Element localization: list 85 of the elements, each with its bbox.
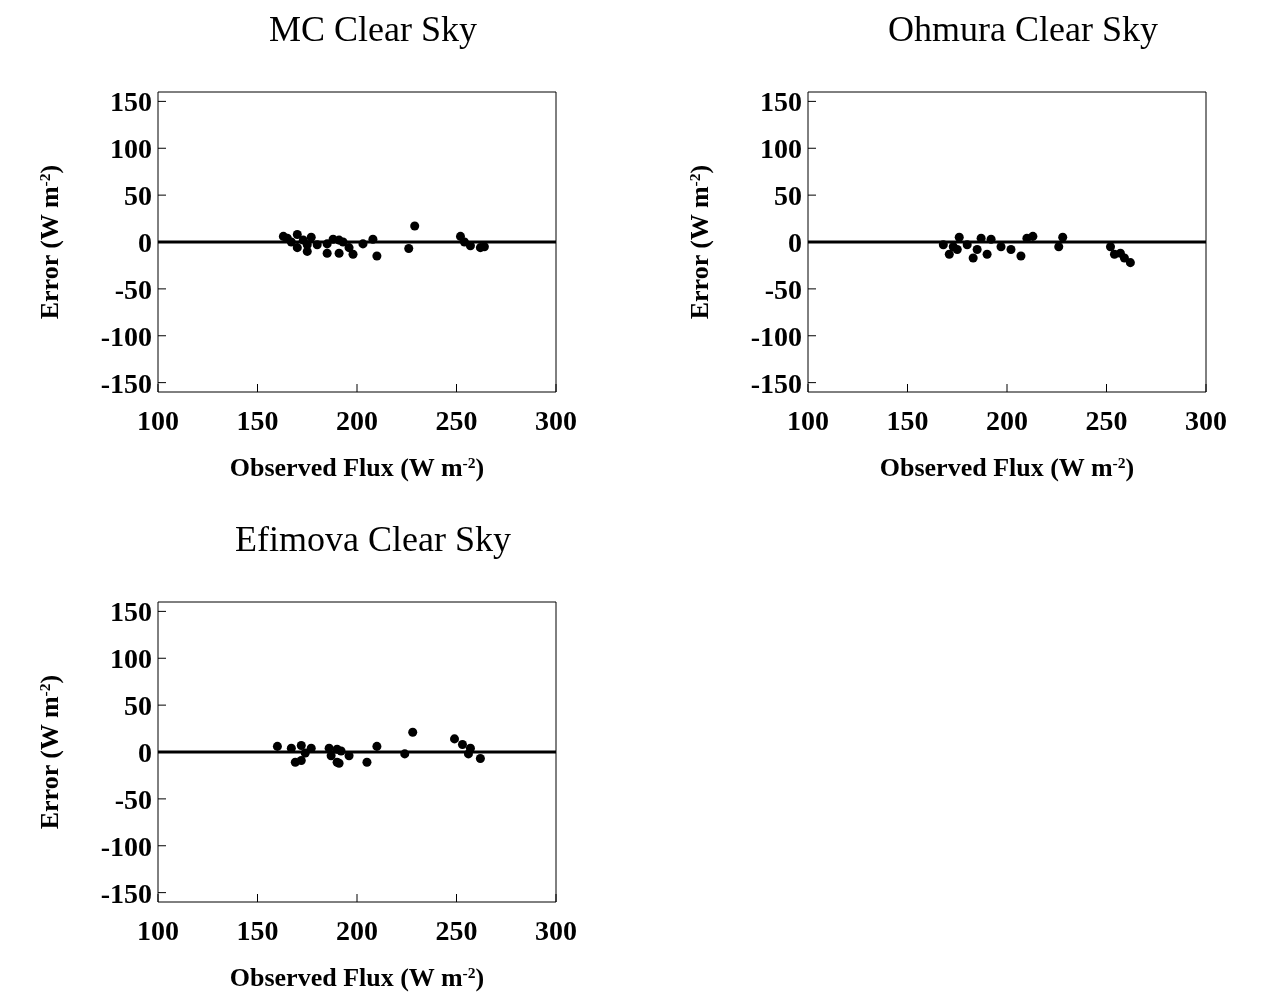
point <box>286 237 296 247</box>
y-tick-label: 0 <box>138 226 152 258</box>
y-tick-label: 100 <box>110 133 152 165</box>
chart-title: Ohmura Clear Sky <box>887 8 1159 51</box>
point <box>968 253 978 263</box>
x-tick-label: 200 <box>986 404 1028 436</box>
point <box>334 248 344 258</box>
point <box>404 244 414 254</box>
point <box>954 232 964 242</box>
x-tick-label: 150 <box>886 404 929 436</box>
point <box>408 727 418 737</box>
point <box>344 243 354 253</box>
x-tick-label: 250 <box>435 404 478 436</box>
point <box>306 232 316 242</box>
y-tick-label: -150 <box>750 367 802 399</box>
x-tick-label: 300 <box>1185 404 1227 436</box>
point <box>372 741 382 751</box>
y-tick-label: -100 <box>100 830 152 862</box>
y-tick-label: -50 <box>764 273 802 305</box>
point <box>348 249 358 259</box>
point <box>982 249 992 259</box>
point <box>290 757 300 767</box>
point <box>450 734 460 744</box>
point <box>336 746 346 756</box>
point <box>944 249 954 259</box>
x-tick-label: 200 <box>336 404 378 436</box>
y-tick-label: 50 <box>124 180 152 212</box>
point <box>272 741 282 751</box>
point <box>312 240 322 250</box>
point <box>292 243 302 253</box>
y-tick-label: -100 <box>100 320 152 352</box>
y-tick-label: 0 <box>138 736 152 768</box>
y-tick-label: 50 <box>774 180 802 212</box>
point <box>338 237 348 247</box>
x-axis-title: Observed Flux (W m$^{-2}$) <box>229 963 485 992</box>
x-tick-label: 250 <box>435 914 478 946</box>
point <box>296 740 306 750</box>
point <box>986 234 996 244</box>
y-tick-label: 150 <box>110 86 152 118</box>
x-tick-label: 150 <box>236 404 279 436</box>
x-tick-label: 250 <box>1085 404 1128 436</box>
x-axis-title: Observed Flux (W m$^{-2}$) <box>229 453 485 482</box>
y-tick-label: -150 <box>100 877 152 909</box>
point <box>1016 251 1026 261</box>
point <box>1054 242 1064 252</box>
point <box>1028 231 1038 241</box>
point <box>457 739 467 750</box>
point <box>463 749 473 759</box>
point <box>475 754 485 764</box>
x-tick-label: 150 <box>236 914 279 946</box>
y-tick-label: 0 <box>788 226 802 258</box>
x-tick-label: 200 <box>336 914 378 946</box>
point <box>952 244 962 255</box>
x-tick-label: 300 <box>535 914 577 946</box>
point <box>368 234 378 244</box>
point <box>322 248 332 258</box>
chart-title: MC Clear Sky <box>268 8 478 51</box>
y-tick-label: 150 <box>760 86 802 118</box>
point <box>292 229 302 240</box>
point <box>1006 244 1016 255</box>
y-tick-label: -50 <box>114 783 152 815</box>
point <box>358 239 368 249</box>
point <box>410 221 420 231</box>
y-tick-label: 100 <box>760 133 802 165</box>
point <box>1105 242 1115 252</box>
y-tick-label: -100 <box>750 320 802 352</box>
y-tick-label: -150 <box>100 367 152 399</box>
point <box>322 239 332 249</box>
y-tick-label: 150 <box>110 596 152 628</box>
point <box>972 244 982 255</box>
point <box>400 749 410 759</box>
point <box>372 251 382 261</box>
point <box>1058 232 1068 242</box>
point <box>962 240 972 250</box>
point <box>362 757 372 767</box>
point <box>996 242 1006 252</box>
y-tick-label: 50 <box>124 690 152 722</box>
point <box>1125 258 1135 268</box>
y-tick-label: 100 <box>110 643 152 675</box>
x-axis-title: Observed Flux (W m$^{-2}$) <box>879 453 1135 482</box>
point <box>938 240 948 250</box>
point <box>1115 248 1125 258</box>
x-tick-label: 300 <box>535 404 577 436</box>
y-tick-label: -50 <box>114 273 152 305</box>
chart-title: Efimova Clear Sky <box>234 518 512 561</box>
